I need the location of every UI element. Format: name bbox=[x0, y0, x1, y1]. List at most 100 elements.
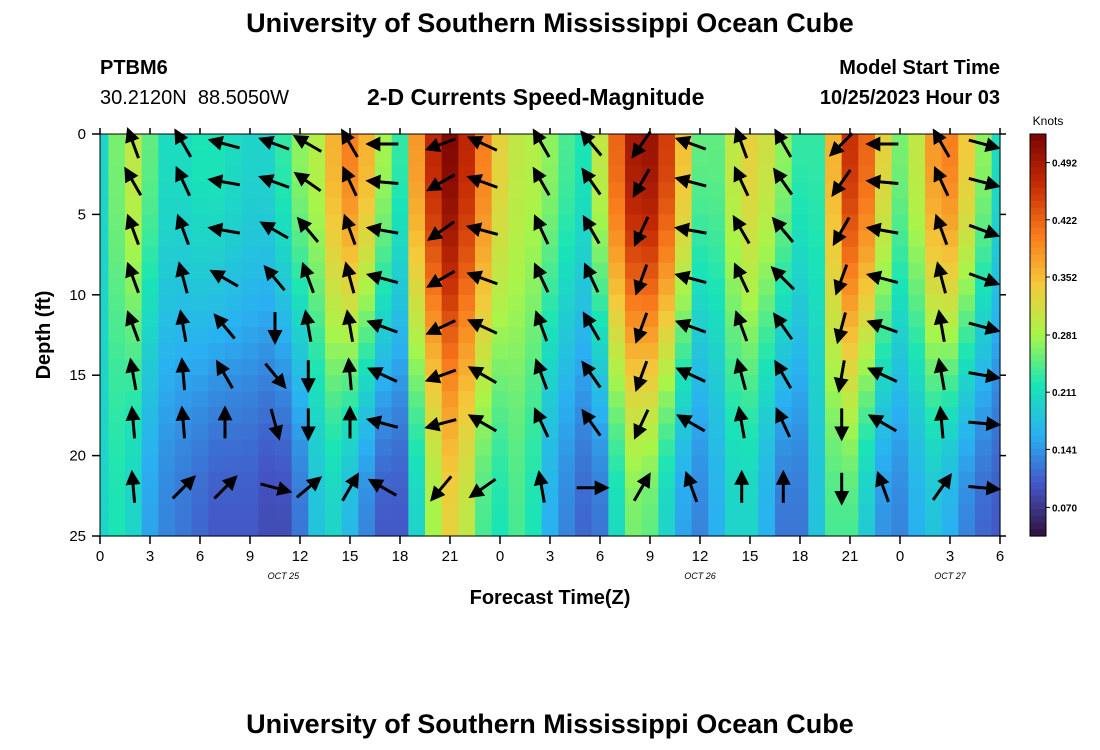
y-tick-label: 0 bbox=[78, 126, 86, 143]
heatmap-cell bbox=[208, 326, 226, 344]
heatmap-cell bbox=[841, 278, 859, 296]
heatmap-cell bbox=[408, 294, 426, 312]
heatmap-cell bbox=[291, 359, 309, 376]
heatmap-cell bbox=[125, 455, 143, 473]
heatmap-cell bbox=[308, 214, 326, 232]
heatmap-cell bbox=[491, 134, 509, 151]
current-vector-arrow bbox=[968, 368, 1002, 384]
heatmap-cell bbox=[308, 503, 326, 521]
heatmap-cell bbox=[725, 375, 743, 392]
current-vector-arrow bbox=[175, 357, 191, 391]
heatmap-cell bbox=[141, 423, 159, 441]
heatmap-cell bbox=[825, 455, 843, 473]
heatmap-cell bbox=[708, 246, 726, 264]
heatmap-cell bbox=[141, 439, 159, 457]
heatmap-cell bbox=[975, 343, 993, 360]
heatmap-cell bbox=[591, 391, 609, 408]
heatmap-cell bbox=[308, 294, 326, 312]
heatmap-cell bbox=[241, 150, 259, 167]
current-vector-arrow bbox=[865, 174, 899, 190]
heatmap-cell bbox=[208, 246, 226, 264]
heatmap-cell bbox=[658, 503, 676, 521]
heatmap-cell bbox=[125, 343, 143, 360]
current-vector-arrow bbox=[213, 475, 238, 500]
heatmap-cell bbox=[958, 246, 976, 264]
heatmap-cell bbox=[141, 471, 159, 489]
model-start-label: Model Start Time bbox=[839, 57, 1000, 79]
heatmap-cell bbox=[100, 471, 109, 489]
colorbar-segment bbox=[1030, 328, 1046, 336]
heatmap-cell bbox=[141, 198, 159, 215]
heatmap-cell bbox=[358, 310, 376, 328]
heatmap-cell bbox=[975, 519, 993, 537]
heatmap-cell bbox=[225, 503, 243, 521]
current-vector-arrow bbox=[865, 222, 899, 238]
heatmap-cell bbox=[158, 182, 176, 199]
heatmap-cell bbox=[591, 198, 609, 215]
heatmap-cell bbox=[841, 230, 859, 248]
heatmap-cell bbox=[858, 391, 876, 408]
heatmap-cell bbox=[875, 134, 893, 151]
heatmap-cell bbox=[991, 150, 1001, 167]
heatmap-cell bbox=[191, 278, 209, 296]
heatmap-cell bbox=[191, 503, 209, 521]
heatmap-cell bbox=[491, 455, 509, 473]
heatmap-cell bbox=[291, 407, 309, 425]
heatmap-cell bbox=[725, 471, 743, 489]
current-vector-arrow bbox=[833, 312, 849, 345]
heatmap-cell bbox=[425, 391, 443, 408]
current-vector-arrow bbox=[466, 135, 498, 152]
heatmap-cell bbox=[958, 230, 976, 248]
heatmap-cell bbox=[941, 246, 959, 264]
heatmap-cell bbox=[541, 182, 559, 199]
colorbar-segment bbox=[1030, 294, 1046, 303]
heatmap-cell bbox=[525, 439, 543, 457]
current-vector-arrow bbox=[533, 358, 549, 390]
heatmap-cell bbox=[675, 375, 693, 392]
heatmap-cell bbox=[100, 134, 109, 151]
heatmap-cell bbox=[275, 150, 293, 167]
heatmap-cell bbox=[491, 487, 509, 505]
current-vector-arrow bbox=[533, 262, 550, 293]
colorbar-segment bbox=[1030, 522, 1046, 530]
heatmap-cell bbox=[275, 214, 293, 232]
heatmap-cell bbox=[108, 198, 126, 215]
heatmap-cell bbox=[458, 310, 476, 328]
heatmap-cell bbox=[491, 359, 509, 376]
heatmap-cell bbox=[991, 166, 1001, 183]
heatmap-cell bbox=[841, 391, 859, 408]
heatmap-cell bbox=[108, 310, 126, 328]
heatmap-cell bbox=[741, 262, 759, 280]
heatmap-cell bbox=[791, 150, 809, 167]
heatmap-cell bbox=[941, 407, 959, 425]
heatmap-cell bbox=[325, 423, 343, 441]
heatmap-cell bbox=[358, 150, 376, 167]
heatmap-cell bbox=[441, 487, 459, 505]
heatmap-cell bbox=[775, 519, 793, 537]
heatmap-cell bbox=[825, 487, 843, 505]
colorbar-segment bbox=[1030, 408, 1046, 416]
heatmap-cell bbox=[541, 487, 559, 505]
heatmap-cell bbox=[558, 407, 576, 425]
heatmap-cell bbox=[108, 262, 126, 280]
heatmap-cell bbox=[408, 503, 426, 521]
heatmap-cell bbox=[708, 134, 726, 151]
current-vector-arrow bbox=[733, 357, 749, 391]
heatmap-cell bbox=[658, 150, 676, 167]
heatmap-cell bbox=[641, 391, 659, 408]
heatmap-cell bbox=[425, 359, 443, 376]
heatmap-cell bbox=[825, 310, 843, 328]
heatmap-cell bbox=[358, 455, 376, 473]
heatmap-cell bbox=[958, 519, 976, 537]
heatmap-cell bbox=[191, 439, 209, 457]
colorbar-segment bbox=[1030, 495, 1046, 504]
heatmap-cell bbox=[608, 455, 626, 473]
current-vector-arrow bbox=[673, 222, 707, 238]
current-vector-arrow bbox=[174, 128, 193, 158]
heatmap-cell bbox=[258, 343, 276, 360]
heatmap-cell bbox=[841, 343, 859, 360]
heatmap-cell bbox=[991, 359, 1001, 376]
heatmap-cell bbox=[325, 439, 343, 457]
heatmap-cell bbox=[100, 246, 109, 264]
heatmap-cell bbox=[100, 326, 109, 344]
